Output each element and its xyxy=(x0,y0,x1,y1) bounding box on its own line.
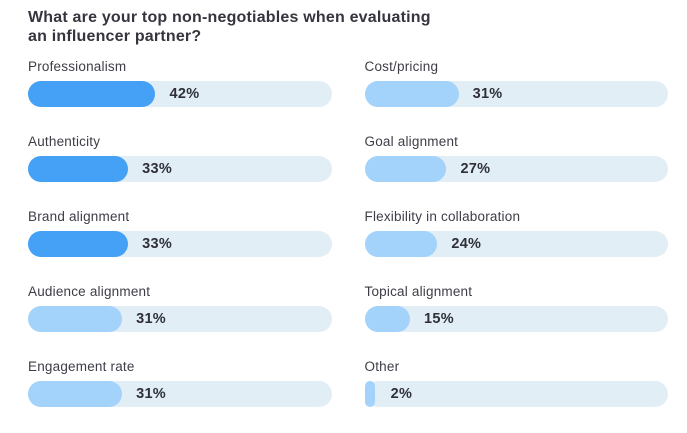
chart-title-line-2: an influencer partner? xyxy=(28,28,202,45)
bar-item: Authenticity 33% xyxy=(28,133,332,182)
bar-track: 27% xyxy=(364,156,668,182)
bar-label: Goal alignment xyxy=(364,134,459,149)
bar-track: 24% xyxy=(364,231,668,257)
chart-title-line-1: What are your top non-negotiables when e… xyxy=(28,9,431,26)
bar-track: 31% xyxy=(28,381,332,407)
bar-item: Flexibility in collaboration 24% xyxy=(364,208,668,257)
chart-title: What are your top non-negotiables when e… xyxy=(28,8,668,46)
bar-value: 15% xyxy=(424,311,454,327)
bar-fill xyxy=(28,231,129,257)
bar-track: 31% xyxy=(364,81,668,107)
bar-fill xyxy=(28,156,129,182)
bar-item: Brand alignment 33% xyxy=(28,208,332,257)
survey-chart: What are your top non-negotiables when e… xyxy=(28,8,668,407)
bar-value: 31% xyxy=(472,86,503,102)
bar-fill xyxy=(364,306,411,332)
bar-fill xyxy=(364,156,447,182)
bar-label: Professionalism xyxy=(28,59,127,74)
bar-fill xyxy=(364,81,459,107)
bar-item: Other 2% xyxy=(364,358,668,407)
bars-column-right: Cost/pricing 31% Goal alignment 27% Flexibil… xyxy=(364,58,668,433)
bar-label: Cost/pricing xyxy=(364,59,439,74)
bar-track: 31% xyxy=(28,306,332,332)
bar-label: Other xyxy=(364,359,400,374)
bar-track: 33% xyxy=(28,231,332,257)
bar-track: 33% xyxy=(28,156,332,182)
bar-label: Authenticity xyxy=(28,134,101,149)
bar-value: 24% xyxy=(451,236,482,252)
bar-value: 42% xyxy=(169,86,200,102)
bar-track: 42% xyxy=(28,81,332,107)
bar-item: Goal alignment 27% xyxy=(364,133,668,182)
bar-value: 27% xyxy=(460,161,491,177)
bar-value: 33% xyxy=(142,236,173,252)
bar-value: 2% xyxy=(390,386,413,402)
bar-fill xyxy=(28,381,123,407)
bar-label: Audience alignment xyxy=(28,284,151,299)
bar-label: Brand alignment xyxy=(28,209,130,224)
bar-label: Flexibility in collaboration xyxy=(364,209,521,224)
bar-track: 15% xyxy=(364,306,668,332)
bar-value: 31% xyxy=(136,311,166,327)
bar-track: 2% xyxy=(364,381,668,407)
bars-grid: Professionalism 42% Authenticity 33% Brand a… xyxy=(28,58,668,433)
bars-column-left: Professionalism 42% Authenticity 33% Brand a… xyxy=(28,58,332,433)
bar-fill xyxy=(364,381,375,407)
bar-item: Cost/pricing 31% xyxy=(364,58,668,107)
bar-label: Topical alignment xyxy=(364,284,473,299)
bar-item: Topical alignment 15% xyxy=(364,283,668,332)
bar-value: 31% xyxy=(136,386,166,402)
bar-fill xyxy=(28,81,156,107)
bar-value: 33% xyxy=(142,161,173,177)
bar-item: Audience alignment 31% xyxy=(28,283,332,332)
bar-fill xyxy=(28,306,123,332)
bar-item: Engagement rate 31% xyxy=(28,358,332,407)
bar-fill xyxy=(364,231,438,257)
bar-item: Professionalism 42% xyxy=(28,58,332,107)
bar-label: Engagement rate xyxy=(28,359,135,374)
